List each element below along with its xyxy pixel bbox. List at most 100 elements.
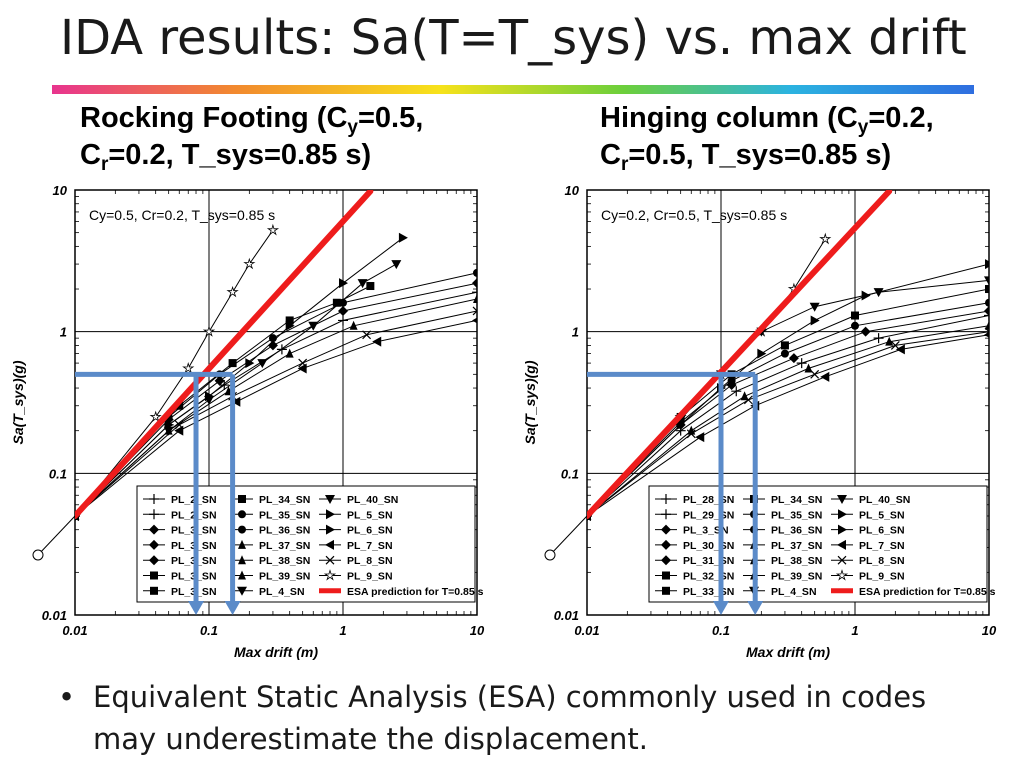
ida-curve-point (149, 410, 162, 423)
legend-label: PL_39_SN (771, 571, 822, 583)
x-tick-label: 1 (851, 623, 858, 638)
ida-curve-point (357, 279, 368, 289)
legend-marker (149, 509, 159, 520)
legend-label: PL_28_SN (683, 494, 734, 506)
ida-curve-line (587, 334, 989, 517)
ida-curve-point (257, 359, 268, 369)
legend-marker (325, 495, 335, 504)
ida-curve-point (731, 386, 742, 397)
panel-title-text: Hinging column (C (600, 102, 858, 134)
legend-marker (238, 555, 246, 565)
legend-marker (149, 524, 159, 535)
origin-connector (549, 515, 588, 556)
legend-label: PL_4_SN (259, 586, 305, 598)
slide-title: IDA results: Sa(T=T_sys) vs. max drift (60, 10, 967, 66)
esa-drift-arrowhead (713, 601, 729, 615)
legend-label: PL_7_SN (347, 540, 393, 552)
legend-marker (149, 539, 159, 550)
chart-annotation: Cy=0.2, Cr=0.5, T_sys=0.85 s (601, 207, 787, 223)
bullet-dot: • (58, 680, 76, 714)
ida-curve-line (75, 282, 477, 517)
legend-label: PL_31_SN (683, 555, 734, 567)
ida-curve-point (860, 326, 871, 337)
ida-curve-point (788, 353, 799, 364)
ida-curve-point (726, 380, 737, 391)
legend-label: PL_40_SN (859, 494, 910, 506)
legend-label: PL_32_SN (683, 571, 734, 583)
legend-marker (661, 509, 671, 520)
y-tick-label: 10 (53, 183, 68, 198)
legend-label: PL_5_SN (347, 509, 393, 521)
x-tick-label: 0.1 (712, 623, 730, 638)
legend-label: PL_37_SN (771, 540, 822, 552)
bullet-text: Equivalent Static Analysis (ESA) commonl… (93, 680, 927, 756)
esa-drift-arrowhead (188, 601, 205, 615)
ida-curve-point (984, 332, 989, 338)
ida-curves (587, 190, 989, 522)
ida-chart-hinging-column: 0.01 0.1 1 10 0.01 0.1 1 10 Max drift (m) Sa(T_sy… (522, 183, 997, 660)
ida-curve-point (338, 315, 348, 326)
ida-curve-point (473, 268, 477, 277)
ida-curve-point (985, 298, 989, 307)
ida-curve-point (851, 311, 859, 320)
esa-prediction-line (75, 190, 374, 519)
ida-curve-point (780, 349, 789, 358)
legend-marker (661, 539, 671, 550)
ida-curve-line (75, 291, 477, 517)
legend-marker (149, 494, 159, 504)
legend-label: PL_35_SN (259, 509, 310, 521)
legend-label: PL_6_SN (347, 525, 393, 537)
ida-curve-point (820, 371, 830, 382)
x-tick-label: 0.01 (574, 623, 599, 638)
chart-annotation: Cy=0.5, Cr=0.2, T_sys=0.85 s (89, 207, 275, 223)
legend-label: PL_34_SN (259, 494, 310, 506)
ida-curve-line (75, 310, 477, 517)
origin-point (544, 549, 556, 561)
ida-drift-arrowhead (224, 601, 241, 615)
ida-curve-point (985, 285, 989, 294)
ida-curve-point (809, 302, 820, 312)
legend-marker (837, 555, 847, 565)
legend-marker (326, 509, 335, 520)
legend-marker (838, 509, 847, 520)
legend-marker (238, 570, 246, 580)
x-tick-label: 0.1 (200, 623, 218, 638)
ida-curve-point (780, 341, 789, 350)
ida-curve-point (819, 232, 832, 245)
legend-label: PL_3_SN (683, 525, 729, 537)
legend-marker (237, 586, 247, 596)
ida-curve-point (686, 429, 696, 439)
x-axis-label: Max drift (m) (234, 644, 318, 660)
y-tick-label: 0.01 (42, 608, 67, 623)
y-tick-label: 0.1 (561, 466, 579, 481)
legend-label: PL_9_SN (347, 571, 393, 583)
legend-marker (837, 495, 847, 504)
legend-label: ESA prediction for T=0.85 s (347, 586, 484, 598)
ida-curve-point (266, 223, 280, 236)
panel-title-sub: r (620, 154, 629, 175)
legend-label: PL_29_SN (683, 509, 734, 521)
ida-curve-line (587, 315, 989, 517)
ida-curve-point (285, 348, 294, 358)
legend-marker (662, 571, 670, 580)
panel-title-text: =0.2, T_sys=0.85 s) (108, 139, 372, 171)
ida-curve-point (243, 257, 256, 270)
ida-curve-point (472, 278, 477, 289)
ida-curve-point (214, 375, 225, 386)
ida-curve-line (587, 331, 989, 517)
ida-curve-point (796, 358, 807, 369)
legend-label: ESA prediction for T=0.85 s (859, 586, 996, 598)
legend-box (136, 485, 476, 603)
y-tick-label: 10 (565, 183, 580, 198)
ida-curve-point (339, 278, 348, 289)
ida-curve-point (675, 425, 686, 436)
y-tick-label: 0.01 (554, 608, 579, 623)
ida-curve-point (285, 316, 294, 325)
ida-curves (75, 190, 477, 522)
panel-title-sub: y (347, 117, 358, 138)
panel-title-sub: r (100, 154, 109, 175)
legend-label: PL_8_SN (859, 555, 905, 567)
title-rule (52, 85, 974, 94)
legend-marker (150, 571, 158, 580)
ida-curve-point (895, 344, 905, 355)
